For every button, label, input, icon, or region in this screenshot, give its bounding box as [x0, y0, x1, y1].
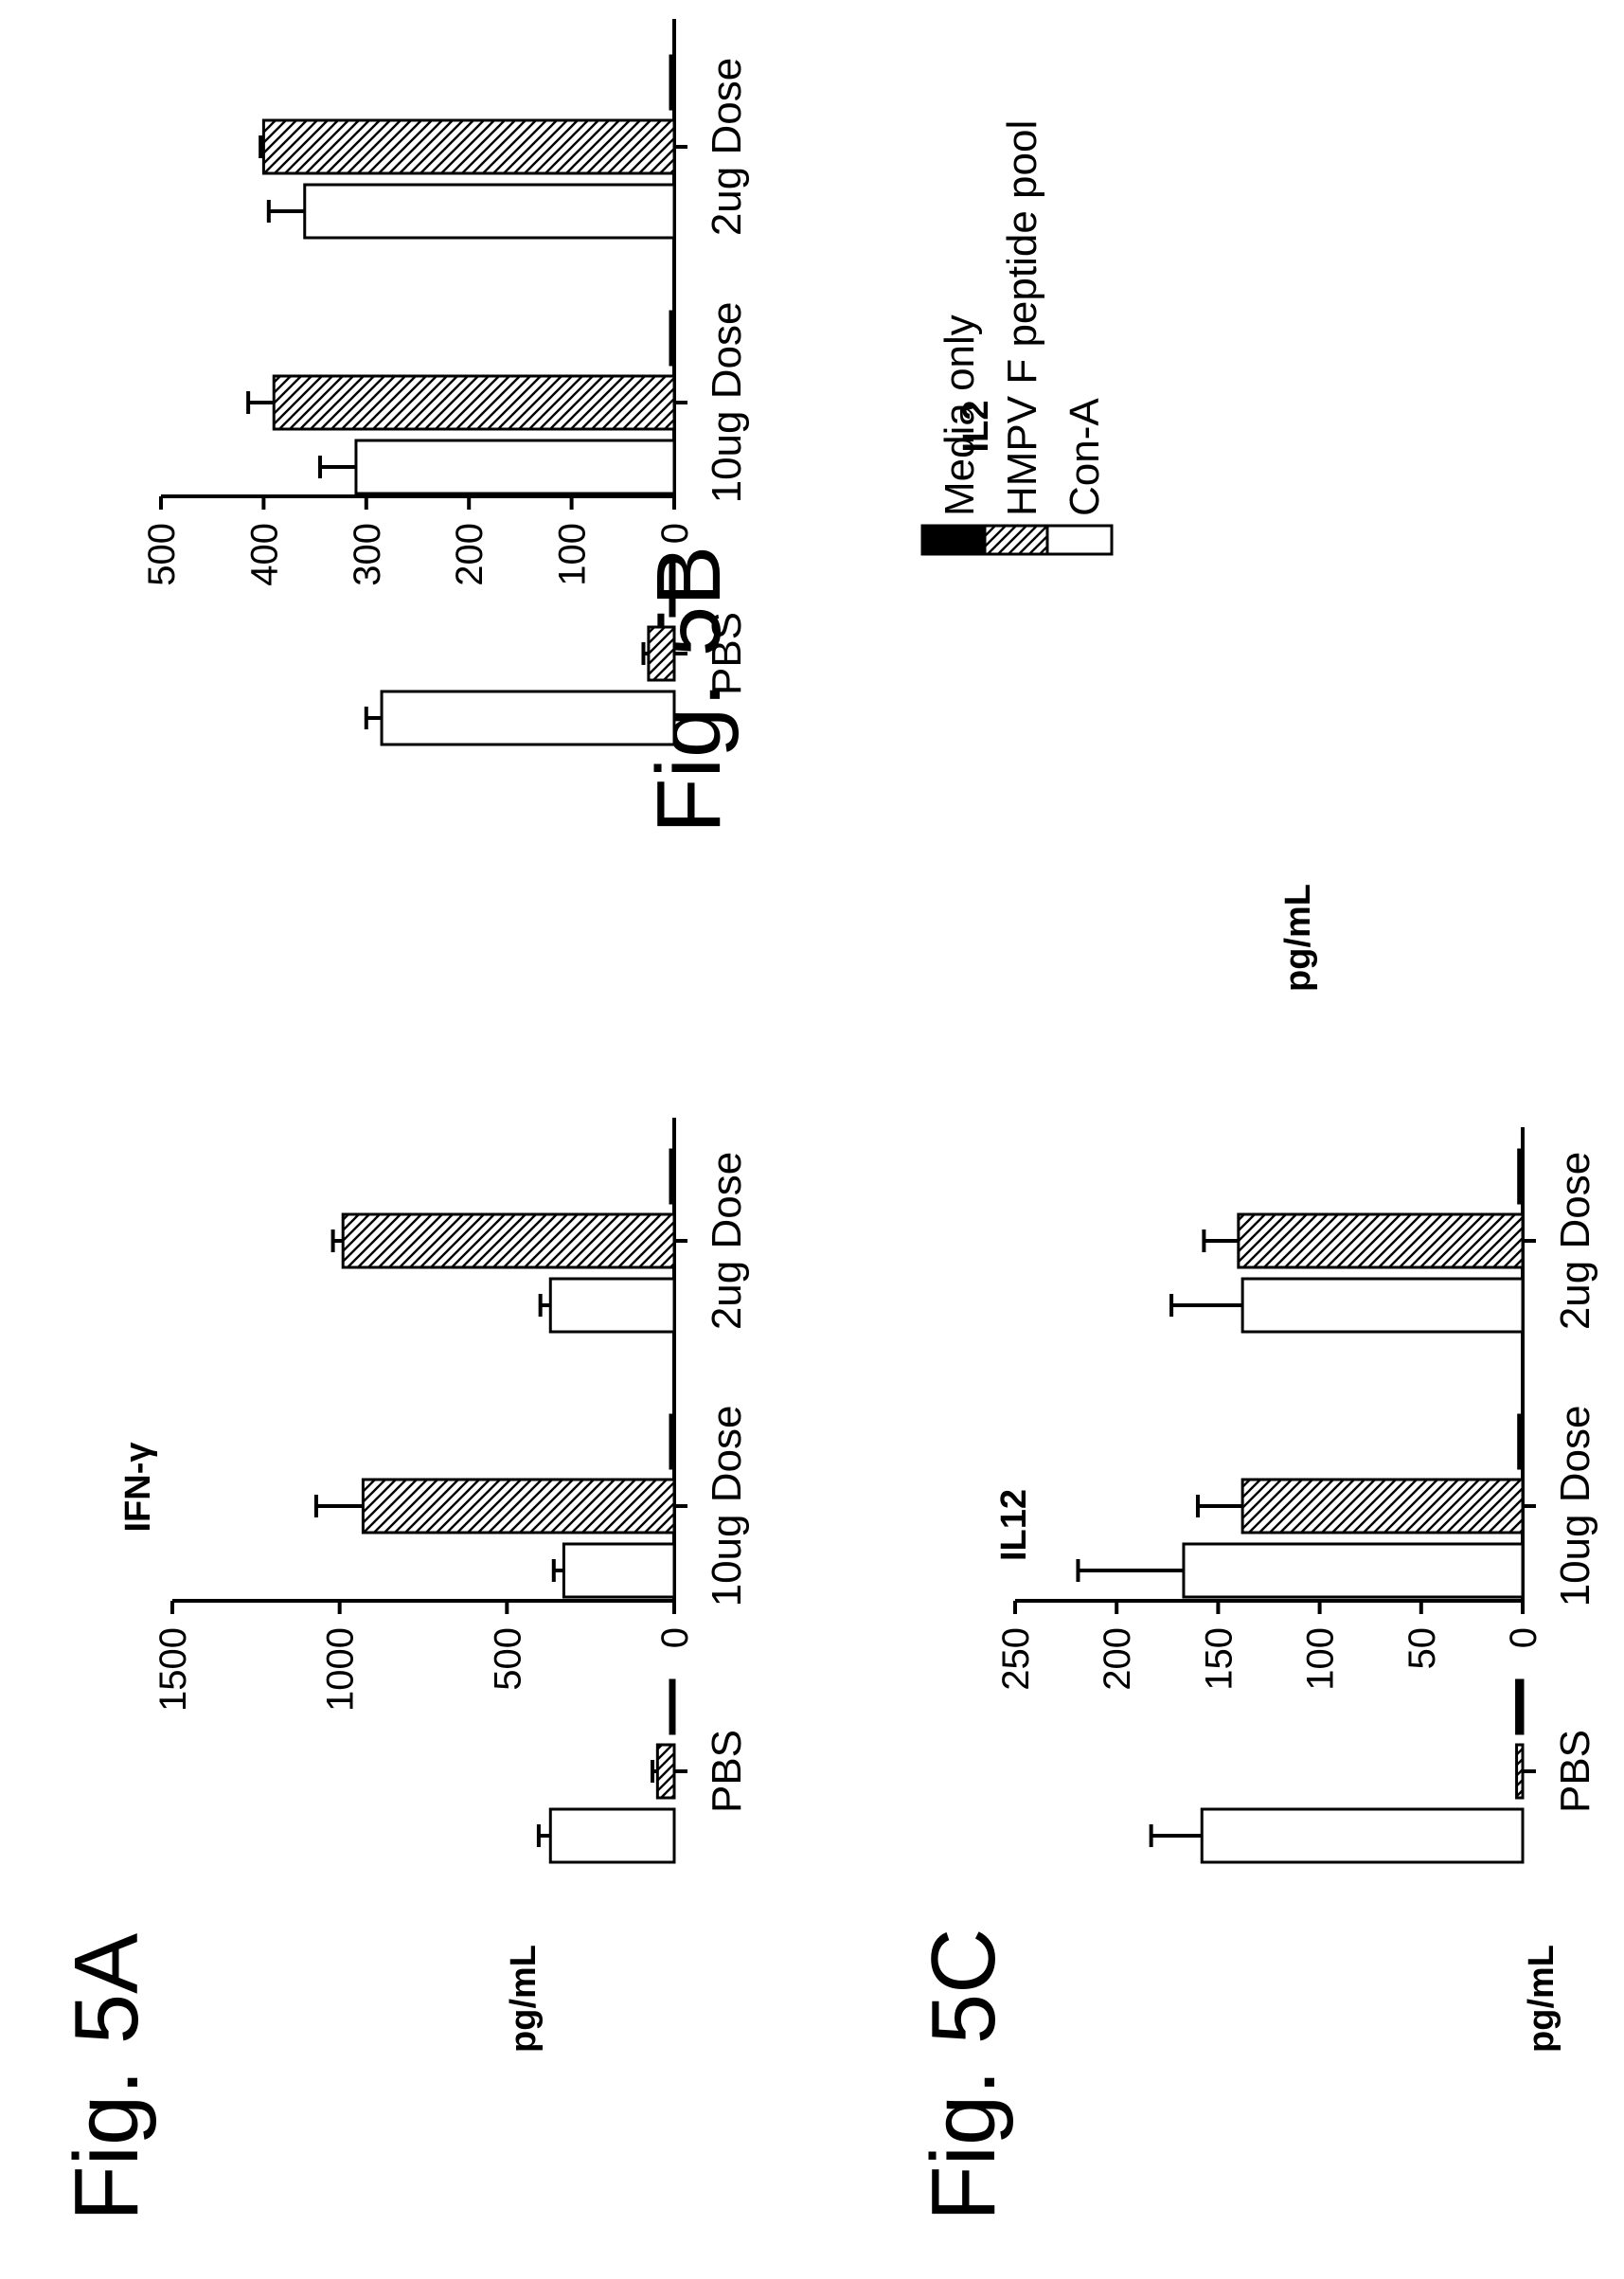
bar-media-only-2ug-dose — [1517, 1148, 1525, 1205]
bar-con-a-10ug-dose — [1182, 1542, 1525, 1599]
bar-hmpv-f-peptide-pool-2ug-dose — [1237, 1212, 1525, 1269]
category-label-10ug-dose: 10ug Dose — [1552, 1406, 1598, 1607]
panel-label-5a: Fig. 5A — [56, 1933, 157, 2221]
bar-hmpv-f-peptide-pool-pbs — [1515, 1743, 1525, 1800]
category-label-2ug-dose: 2ug Dose — [1552, 1152, 1598, 1330]
legend-label-con-a: Con-A — [1062, 398, 1108, 516]
value-tick-label: 200 — [1097, 1627, 1138, 1691]
bar-con-a-10ug-dose — [562, 1542, 676, 1599]
chart-il2: 0 100 200 300 400 500 PBS 10ug Dose 2ug Dose — [141, 19, 750, 746]
bar-media-only-10ug-dose — [669, 1413, 676, 1470]
category-label-2ug-dose: 2ug Dose — [704, 1152, 750, 1330]
chart-title-il2: IL2 — [956, 401, 996, 453]
bar-media-only-2ug-dose — [669, 54, 676, 111]
category-label-10ug-dose: 10ug Dose — [704, 1406, 750, 1607]
value-tick-label: 50 — [1401, 1627, 1443, 1670]
bar-hmpv-f-peptide-pool-10ug-dose — [1240, 1478, 1525, 1534]
bar-hmpv-f-peptide-pool-10ug-dose — [361, 1478, 676, 1534]
value-tick-label: 1500 — [152, 1627, 194, 1712]
value-tick-label: 100 — [552, 523, 594, 586]
chart-il12: 0 50 100 150 200 250 PBS 10ug Dose 2ug Dose — [995, 1127, 1598, 1864]
bar-media-only-10ug-dose — [1517, 1413, 1525, 1470]
value-tick-label: 100 — [1300, 1627, 1342, 1691]
panel-label-5b: Fig. 5B — [638, 546, 740, 834]
value-tick-label: 300 — [347, 523, 388, 586]
value-tick-label: 0 — [654, 1627, 696, 1648]
value-tick-label: 0 — [1503, 1627, 1544, 1648]
bar-con-a-10ug-dose — [354, 439, 676, 495]
legend-swatch-hmpv-f-peptide-pool — [983, 524, 1051, 556]
legend-label-hmpv-f-peptide-pool: HMPV F peptide pool — [999, 120, 1045, 516]
value-tick-label: 1000 — [320, 1627, 362, 1712]
bar-media-only-10ug-dose — [669, 310, 676, 367]
value-tick-label: 250 — [995, 1627, 1037, 1691]
panel-label-5c: Fig. 5C — [913, 1929, 1014, 2221]
bar-hmpv-f-peptide-pool-2ug-dose — [341, 1212, 676, 1269]
value-tick-label: 150 — [1198, 1627, 1240, 1691]
bar-hmpv-f-peptide-pool-10ug-dose — [272, 374, 676, 431]
bar-con-a-2ug-dose — [1240, 1277, 1525, 1334]
category-label-pbs: PBS — [1552, 1730, 1598, 1813]
bar-con-a-pbs — [1200, 1807, 1525, 1864]
bar-media-only-pbs — [669, 1678, 676, 1735]
bar-hmpv-f-peptide-pool-2ug-dose — [261, 118, 676, 175]
legend: Media only HMPV F peptide pool Con-A — [920, 120, 1114, 556]
chart-title-il12: IL12 — [994, 1489, 1034, 1561]
legend-label-media-only: Media only — [937, 314, 983, 516]
bar-con-a-2ug-dose — [548, 1277, 676, 1334]
category-label-2ug-dose: 2ug Dose — [704, 58, 750, 236]
category-label-pbs: PBS — [704, 1730, 750, 1813]
category-label-10ug-dose: 10ug Dose — [704, 302, 750, 504]
bar-media-only-pbs — [669, 561, 676, 618]
y-axis-title-5c: pg/mL — [1522, 1945, 1562, 2053]
legend-swatch-media-only — [920, 524, 989, 556]
category-label-pbs: PBS — [704, 612, 750, 695]
bar-media-only-pbs — [1515, 1678, 1525, 1735]
bar-con-a-pbs — [548, 1807, 676, 1864]
bar-con-a-pbs — [380, 690, 676, 746]
value-tick-label: 500 — [141, 523, 183, 586]
value-tick-label: 500 — [487, 1627, 528, 1691]
value-tick-label: 200 — [449, 523, 491, 586]
y-axis-title-5a: pg/mL — [504, 1945, 544, 2053]
chart-title-ifn-gamma: IFN-γ — [118, 1443, 158, 1533]
legend-swatch-con-a — [1045, 524, 1114, 556]
value-tick-label: 400 — [243, 523, 285, 586]
bar-con-a-2ug-dose — [303, 183, 676, 240]
bar-hmpv-f-peptide-pool-pbs — [647, 625, 676, 682]
value-tick-label: 0 — [654, 523, 696, 544]
bar-hmpv-f-peptide-pool-pbs — [655, 1743, 676, 1800]
bar-media-only-2ug-dose — [669, 1148, 676, 1205]
y-axis-title-5b: pg/mL — [1278, 884, 1318, 992]
chart-ifn-gamma: 0 500 1000 1500 PBS 10ug Dose 2ug Dose — [152, 1118, 750, 1864]
